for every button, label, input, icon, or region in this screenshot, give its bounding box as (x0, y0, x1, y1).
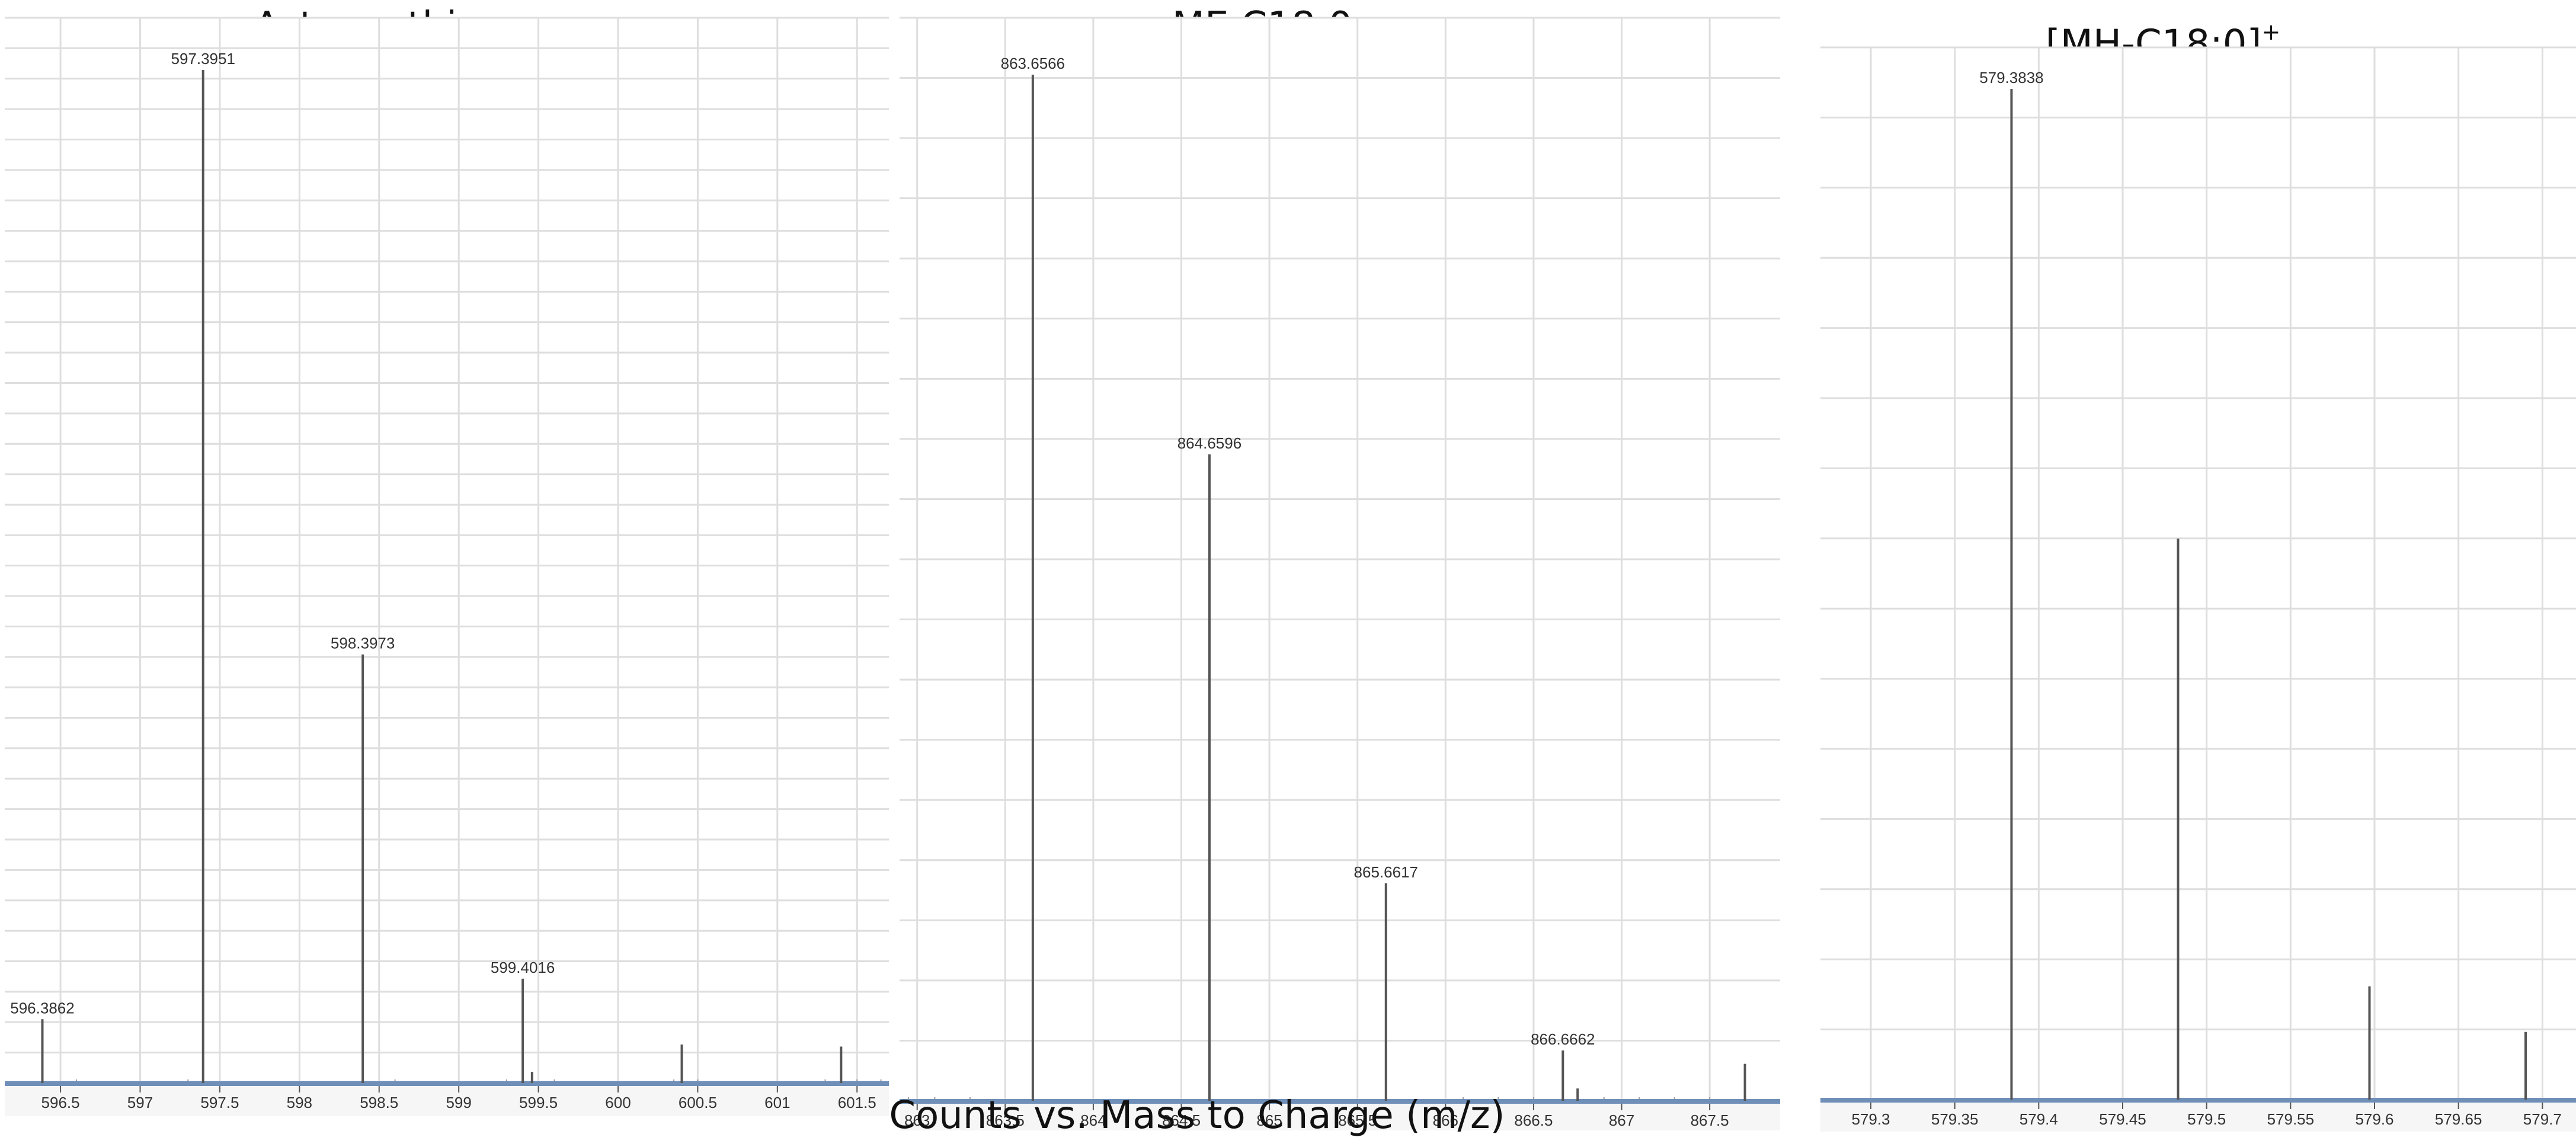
x-tick-label: 867 (1609, 1111, 1634, 1129)
x-tick-label: 866 (1433, 1111, 1458, 1129)
x-tick-label: 863.5 (986, 1111, 1025, 1129)
peak-label: 579.3838 (1979, 69, 2043, 86)
x-tick-label: 579.45 (2099, 1110, 2146, 1128)
x-tick-label: 599.5 (519, 1094, 558, 1111)
peak-label: 597.3951 (171, 50, 235, 68)
x-tick-label: 579.35 (1931, 1110, 1979, 1128)
x-tick-label: 866.5 (1514, 1111, 1553, 1129)
peak-label: 863.6566 (1001, 55, 1065, 72)
x-tick-label: 865 (1256, 1111, 1282, 1129)
x-tick-label: 864.5 (1162, 1111, 1201, 1129)
plot-area-c (1820, 47, 2576, 1132)
panel-c-title-superscript: + (2261, 19, 2281, 45)
x-tick-label: 596.5 (41, 1094, 80, 1111)
x-tick-label: 863 (904, 1111, 930, 1129)
x-tick-label: 579.6 (2355, 1110, 2393, 1128)
x-axis-label: Counts vs. Mass to Charge (m/z) (889, 1094, 1505, 1138)
x-tick-label: 579.4 (2020, 1110, 2058, 1128)
x-tick-label: 600 (605, 1094, 631, 1111)
x-axis-band (900, 1101, 1780, 1130)
x-tick-label: 579.55 (2267, 1110, 2315, 1128)
x-tick-label: 598 (287, 1094, 312, 1111)
peak-label: 864.6596 (1177, 434, 1241, 452)
x-tick-label: 579.7 (2523, 1110, 2562, 1128)
x-axis-band (5, 1083, 889, 1116)
x-tick-label: 601.5 (838, 1094, 876, 1111)
x-tick-label: 597.5 (200, 1094, 239, 1111)
x-tick-label: 579.5 (2187, 1110, 2226, 1128)
peak-label: 865.6617 (1354, 863, 1418, 881)
x-tick-label: 579.65 (2435, 1110, 2482, 1128)
x-tick-label: 579.3 (1851, 1110, 1890, 1128)
x-tick-label: 867.5 (1691, 1111, 1729, 1129)
peak-label: 598.3973 (331, 635, 395, 652)
peak-label: 866.6662 (1531, 1030, 1595, 1048)
peak-label: 596.3862 (10, 999, 74, 1017)
x-tick-label: 601 (764, 1094, 790, 1111)
x-tick-label: 600.5 (679, 1094, 717, 1111)
x-tick-label: 865.5 (1338, 1111, 1377, 1129)
x-tick-label: 597 (127, 1094, 153, 1111)
x-tick-label: 598.5 (360, 1094, 398, 1111)
x-tick-label: 864 (1080, 1111, 1106, 1129)
x-axis-band (1820, 1100, 2576, 1132)
x-tick-label: 599 (446, 1094, 471, 1111)
plot-area-b (900, 18, 1780, 1130)
peak-label: 599.4016 (491, 959, 555, 976)
